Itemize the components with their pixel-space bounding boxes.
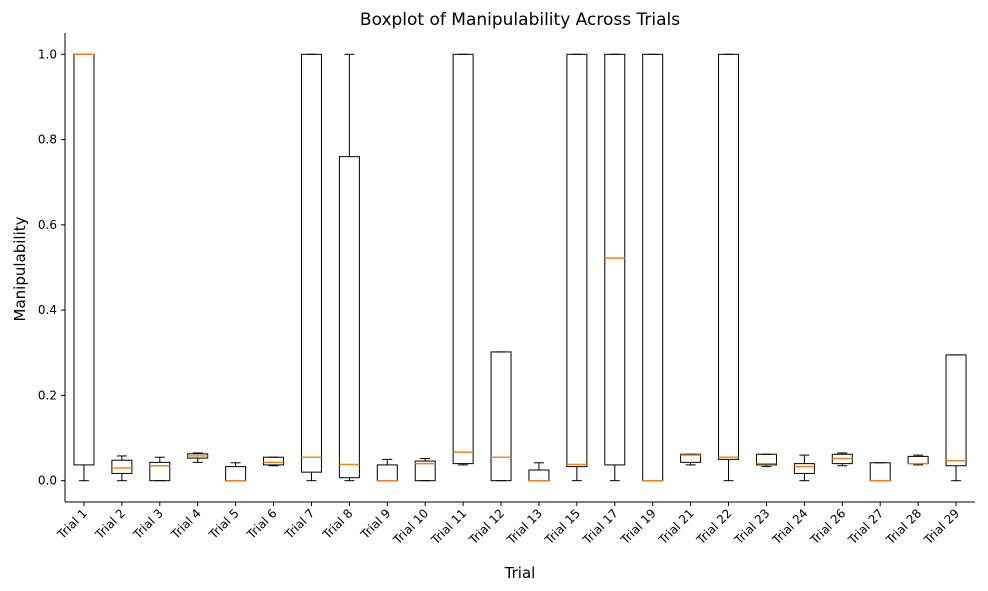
box-group	[566, 53, 588, 482]
box-group	[452, 53, 474, 466]
y-tick-label: 0.8	[38, 133, 57, 147]
x-tick-label: Trial 2	[92, 506, 128, 542]
box-iqr	[869, 462, 891, 482]
x-tick-label: Trial 11	[428, 506, 469, 547]
box-group	[338, 53, 360, 482]
box-group	[528, 462, 550, 482]
box-iqr	[452, 53, 474, 465]
chart-title: Boxplot of Manipulability Across Trials	[360, 10, 680, 30]
x-axis-label: Trial	[504, 564, 536, 582]
x-tick-label: Trial 1	[54, 506, 90, 542]
box-iqr	[528, 469, 550, 482]
box-group	[907, 454, 929, 466]
x-tick-label: Trial 23	[731, 506, 772, 547]
box-group	[73, 53, 95, 482]
x-tick-label: Trial 8	[319, 506, 355, 542]
box-group	[793, 454, 815, 482]
x-tick-label: Trial 6	[244, 506, 280, 542]
y-axis-label: Manipulability	[11, 216, 29, 321]
x-tick-label: Trial 27	[845, 506, 886, 547]
box-iqr	[338, 156, 360, 479]
x-tick-label: Trial 21	[655, 506, 696, 547]
box-iqr	[755, 453, 777, 466]
x-tick-label: Trial 3	[130, 506, 166, 542]
box-iqr	[945, 354, 967, 467]
box-iqr	[566, 53, 588, 468]
x-tick-label: Trial 24	[769, 506, 810, 547]
box-group	[414, 458, 436, 482]
box-group	[263, 456, 285, 467]
y-tick-label: 0.2	[38, 388, 57, 402]
y-tick-label: 0.0	[38, 474, 57, 488]
x-tick-label: Trial 4	[168, 506, 204, 542]
box-group	[300, 53, 322, 482]
x-tick-label: Trial 9	[357, 506, 393, 542]
box-group	[945, 354, 967, 482]
x-tick-label: Trial 15	[542, 506, 583, 547]
x-tick-label: Trial 29	[921, 506, 962, 547]
box-group	[187, 452, 209, 463]
box-iqr	[604, 53, 626, 466]
box-iqr	[718, 53, 740, 460]
x-tick-label: Trial 17	[579, 506, 620, 547]
box-iqr	[300, 53, 322, 473]
x-ticks: Trial 1 Trial 2 Trial 3 Trial 4 Trial 5 Trial…	[54, 502, 962, 548]
boxes-layer	[73, 53, 967, 482]
box-iqr	[111, 459, 133, 474]
x-tick-label: Trial 22	[693, 506, 734, 547]
box-group	[376, 458, 398, 482]
box-iqr	[149, 461, 171, 482]
box-group	[149, 456, 171, 482]
box-iqr	[642, 53, 664, 482]
box-iqr	[907, 455, 929, 465]
box-group	[604, 53, 626, 482]
box-iqr	[490, 351, 512, 482]
box-group	[831, 452, 853, 467]
x-tick-label: Trial 19	[617, 506, 658, 547]
box-group	[718, 53, 740, 482]
box-iqr	[680, 453, 702, 463]
box-iqr	[793, 463, 815, 474]
box-group	[225, 462, 247, 482]
box-iqr	[263, 456, 285, 466]
y-ticks: 0.0 0.2 0.4 0.6 0.8 1.0	[38, 47, 65, 488]
box-group	[680, 453, 702, 466]
x-tick-label: Trial 7	[282, 506, 318, 542]
box-iqr	[414, 460, 436, 482]
box-group	[869, 462, 891, 482]
x-tick-label: Trial 28	[883, 506, 924, 547]
x-tick-label: Trial 26	[807, 506, 848, 547]
y-tick-label: 1.0	[38, 47, 57, 61]
box-iqr	[376, 464, 398, 482]
x-tick-label: Trial 13	[504, 506, 545, 547]
box-iqr	[225, 466, 247, 482]
x-tick-label: Trial 5	[206, 506, 242, 542]
box-iqr	[73, 53, 95, 466]
box-group	[642, 53, 664, 482]
x-tick-label: Trial 12	[466, 506, 507, 547]
box-group	[490, 351, 512, 482]
y-tick-label: 0.6	[38, 218, 57, 232]
box-group	[111, 455, 133, 482]
x-tick-label: Trial 10	[390, 506, 431, 547]
y-tick-label: 0.4	[38, 303, 57, 317]
box-group	[755, 453, 777, 468]
